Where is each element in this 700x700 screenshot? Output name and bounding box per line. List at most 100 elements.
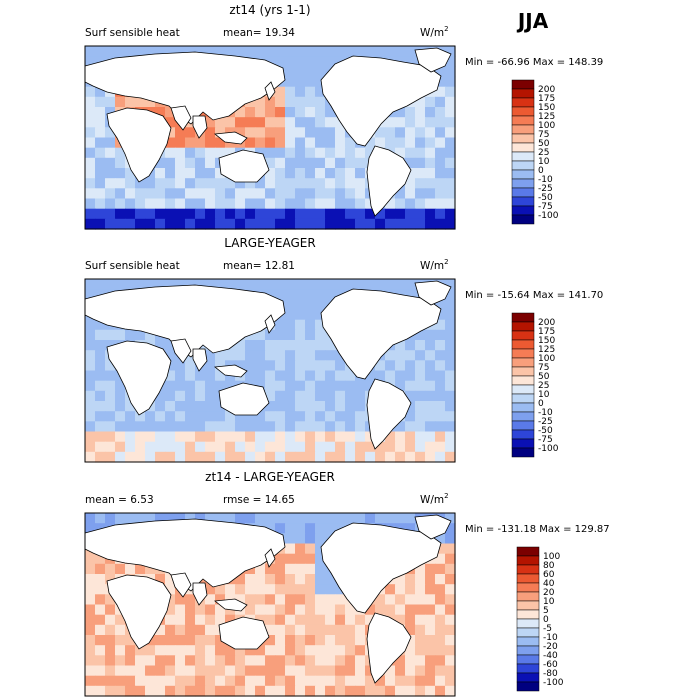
field-cell bbox=[275, 665, 286, 677]
field-cell bbox=[345, 685, 356, 697]
field-cell bbox=[295, 513, 306, 524]
field-cell bbox=[115, 421, 126, 433]
field-cell bbox=[145, 685, 156, 697]
field-cell bbox=[145, 513, 156, 524]
field-cell bbox=[185, 431, 196, 443]
field-cell bbox=[325, 604, 336, 616]
field-cell bbox=[285, 319, 296, 331]
field-cell bbox=[215, 441, 226, 453]
colorbar-label: -25 bbox=[538, 184, 553, 194]
field-cell bbox=[435, 370, 446, 382]
field-cell bbox=[405, 614, 416, 626]
field-cell bbox=[225, 218, 236, 230]
field-cell bbox=[445, 96, 456, 108]
field-cell bbox=[85, 431, 96, 443]
field-cell bbox=[405, 188, 416, 200]
field-cell bbox=[325, 168, 336, 179]
field-cell bbox=[235, 431, 246, 443]
field-cell bbox=[315, 665, 326, 677]
field-cell bbox=[165, 685, 176, 697]
field-cell bbox=[255, 655, 266, 667]
field-cell bbox=[155, 675, 166, 687]
field-cell bbox=[225, 665, 236, 677]
field-cell bbox=[295, 127, 306, 139]
field-cell bbox=[285, 624, 296, 636]
field-cell bbox=[175, 401, 186, 412]
field-cell bbox=[445, 198, 456, 210]
field-cell bbox=[245, 411, 256, 422]
field-cell bbox=[445, 279, 456, 290]
field-cell bbox=[95, 86, 106, 98]
field-cell bbox=[265, 451, 276, 463]
field-cell bbox=[105, 513, 116, 524]
field-cell bbox=[325, 380, 336, 392]
field-cell bbox=[385, 685, 396, 697]
field-cell bbox=[335, 178, 346, 189]
field-cell bbox=[195, 451, 206, 463]
field-cell bbox=[85, 127, 96, 139]
field-cell bbox=[195, 147, 206, 159]
field-cell bbox=[315, 513, 326, 524]
colorbar-label: 50 bbox=[538, 372, 550, 382]
field-cell bbox=[445, 451, 456, 463]
field-cell bbox=[435, 645, 446, 656]
field-cell bbox=[165, 655, 176, 667]
field-cell bbox=[345, 421, 356, 433]
field-cell bbox=[385, 594, 396, 606]
panel-title: LARGE-YEAGER bbox=[224, 236, 315, 250]
field-cell bbox=[395, 594, 406, 606]
field-cell bbox=[325, 411, 336, 422]
field-cell bbox=[385, 360, 396, 372]
field-cell bbox=[295, 329, 306, 341]
field-cell bbox=[285, 513, 296, 524]
field-cell bbox=[285, 370, 296, 382]
field-cell bbox=[405, 107, 416, 118]
field-cell bbox=[265, 147, 276, 159]
colorbar-box bbox=[516, 591, 540, 602]
field-cell bbox=[325, 675, 336, 687]
field-cell bbox=[395, 421, 406, 433]
field-cell bbox=[85, 401, 96, 412]
field-cell bbox=[105, 370, 116, 382]
field-cell bbox=[185, 198, 196, 210]
field-cell bbox=[245, 685, 256, 697]
field-cell bbox=[395, 574, 406, 585]
field-cell bbox=[215, 594, 226, 606]
colorbar-label: -50 bbox=[538, 193, 553, 203]
field-cell bbox=[305, 553, 316, 565]
field-cell bbox=[405, 46, 416, 57]
field-cell bbox=[285, 117, 296, 128]
field-cell bbox=[335, 137, 346, 149]
units-label: W/m2 bbox=[420, 258, 449, 272]
field-cell bbox=[445, 137, 456, 149]
field-cell bbox=[125, 563, 136, 575]
field-cell bbox=[355, 198, 366, 210]
field-cell bbox=[105, 329, 116, 341]
field-cell bbox=[235, 665, 246, 677]
field-cell bbox=[355, 513, 366, 524]
field-cell bbox=[375, 360, 386, 372]
field-cell bbox=[405, 513, 416, 524]
field-cell bbox=[305, 665, 316, 677]
field-cell bbox=[105, 137, 116, 149]
field-cell bbox=[315, 675, 326, 687]
field-cell bbox=[295, 533, 306, 545]
field-cell bbox=[325, 421, 336, 433]
field-cell bbox=[265, 56, 276, 67]
field-cell bbox=[205, 594, 216, 606]
field-cell bbox=[305, 168, 316, 179]
field-cell bbox=[95, 411, 106, 422]
field-cell bbox=[445, 635, 456, 646]
colorbar-box bbox=[511, 124, 535, 135]
field-cell bbox=[245, 218, 256, 230]
field-cell bbox=[85, 665, 96, 677]
field-cell bbox=[225, 513, 236, 524]
field-cell bbox=[215, 685, 226, 697]
field-cell bbox=[325, 584, 336, 595]
field-cell bbox=[215, 360, 226, 372]
field-cell bbox=[445, 685, 456, 697]
field-cell bbox=[85, 168, 96, 179]
field-cell bbox=[445, 624, 456, 636]
field-cell bbox=[195, 655, 206, 667]
field-cell bbox=[415, 635, 426, 646]
